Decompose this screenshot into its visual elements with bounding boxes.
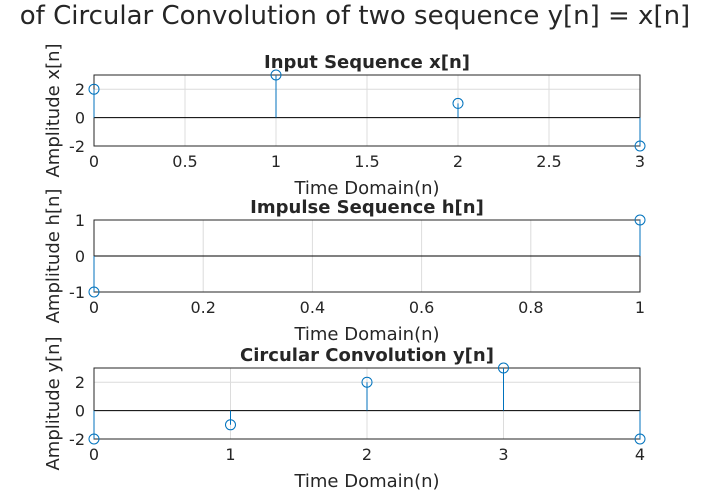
x-tick-label: 0.4: [300, 298, 325, 317]
y-tick-label: 2: [75, 373, 85, 392]
x-axis-label: Time Domain(n): [293, 471, 439, 492]
x-tick-label: 0.6: [409, 298, 434, 317]
y-tick-label: 0: [75, 109, 85, 128]
subplot-title: Circular Convolution y[n]: [240, 345, 494, 366]
x-tick-label: 2.5: [536, 152, 561, 171]
stem-marker: [88, 83, 100, 95]
stem-marker: [88, 433, 100, 445]
x-tick-label: 0: [89, 445, 99, 464]
x-axis-label: Time Domain(n): [293, 178, 439, 199]
x-tick-label: 2: [453, 152, 463, 171]
stem-marker: [88, 286, 100, 298]
x-tick-label: 3: [635, 152, 645, 171]
stem-marker: [270, 69, 282, 81]
plot-frame: [93, 367, 641, 440]
x-tick-label: 3: [498, 445, 508, 464]
x-tick-label: 2: [362, 445, 372, 464]
stem-marker: [634, 214, 646, 226]
x-tick-label: 1.5: [354, 152, 379, 171]
subplot-title: Input Sequence x[n]: [264, 52, 470, 73]
x-tick-label: 0: [89, 152, 99, 171]
x-tick-label: 0.8: [518, 298, 543, 317]
x-tick-label: 1: [271, 152, 281, 171]
stem-marker: [634, 140, 646, 152]
y-axis-label: Amplitude x[n]: [43, 43, 64, 177]
stem-marker: [452, 97, 464, 109]
x-tick-label: 0.2: [190, 298, 215, 317]
stem-marker: [498, 362, 509, 374]
x-tick-label: 0.5: [172, 152, 197, 171]
y-tick-label: 0: [75, 402, 85, 421]
y-axis-label: Amplitude y[n]: [43, 336, 64, 470]
x-tick-label: 1: [225, 445, 235, 464]
x-axis-label: Time Domain(n): [293, 324, 439, 345]
x-tick-label: 1: [635, 298, 645, 317]
y-tick-label: -1: [69, 283, 85, 302]
y-tick-label: -2: [69, 430, 85, 449]
stem-marker: [361, 376, 373, 388]
subplot-title: Impulse Sequence h[n]: [250, 197, 484, 218]
y-axis-label: Amplitude h[n]: [43, 189, 64, 324]
stem-marker: [634, 433, 646, 445]
figure-title: of Circular Convolution of two sequence …: [20, 1, 690, 31]
y-tick-label: 1: [75, 211, 85, 230]
y-tick-label: -2: [69, 137, 85, 156]
y-tick-label: 0: [75, 247, 85, 266]
y-tick-label: 2: [75, 80, 85, 99]
x-tick-label: 4: [635, 445, 645, 464]
x-tick-label: 0: [89, 298, 99, 317]
stem-marker: [225, 419, 236, 431]
